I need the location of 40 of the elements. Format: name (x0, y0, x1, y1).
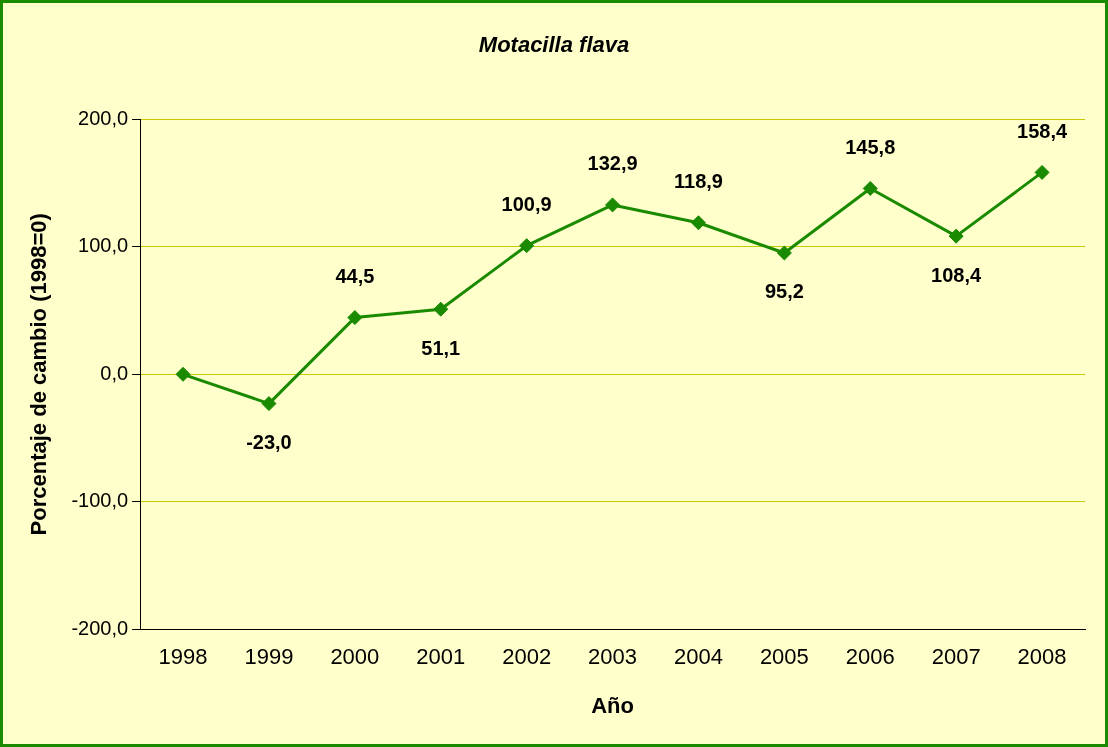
data-label: -23,0 (246, 431, 292, 454)
data-label: 51,1 (421, 336, 461, 359)
y-tick-label: -100,0 (71, 489, 129, 512)
point (433, 301, 449, 317)
data-label: 118,9 (673, 170, 723, 193)
point (690, 215, 706, 231)
x-axis-title: Año (591, 692, 634, 718)
point (519, 238, 535, 254)
y-tick-label: 0,0 (100, 361, 129, 384)
x-tick-label: 2004 (673, 644, 723, 670)
x-tick-label: 2006 (845, 644, 895, 670)
x-tick-label: 1998 (158, 644, 208, 670)
y-tick-label: 200,0 (78, 106, 129, 129)
y-axis-title: Porcentaje de cambio (1998=0) (26, 213, 52, 536)
point (948, 228, 964, 244)
x-tick-label: 2000 (330, 644, 380, 670)
data-label: 44,5 (335, 265, 375, 288)
data-label: 100,9 (501, 193, 552, 216)
x-tick-label: 1999 (244, 644, 294, 670)
x-tick-label: 2005 (759, 644, 809, 670)
x-tick-label: 2002 (502, 644, 552, 670)
data-label: 158,4 (1017, 119, 1068, 142)
data-label: 132,9 (587, 152, 638, 175)
point (605, 197, 621, 213)
chart-title: Motacilla flava (478, 32, 630, 58)
x-tick-label: 2001 (416, 644, 466, 670)
x-tick-label: 2007 (931, 644, 981, 670)
point (175, 366, 191, 382)
y-tick-label: 100,0 (78, 234, 129, 257)
point (862, 180, 878, 196)
data-label: 145,8 (845, 135, 896, 158)
x-tick-label: 2003 (588, 644, 638, 670)
point (261, 396, 277, 412)
point (347, 310, 363, 326)
y-tick-label: -200,0 (71, 616, 129, 639)
data-label: 95,2 (764, 280, 804, 303)
data-label: 108,4 (931, 263, 983, 286)
point (1034, 164, 1050, 180)
point (776, 245, 792, 261)
x-tick-label: 2008 (1017, 644, 1067, 670)
